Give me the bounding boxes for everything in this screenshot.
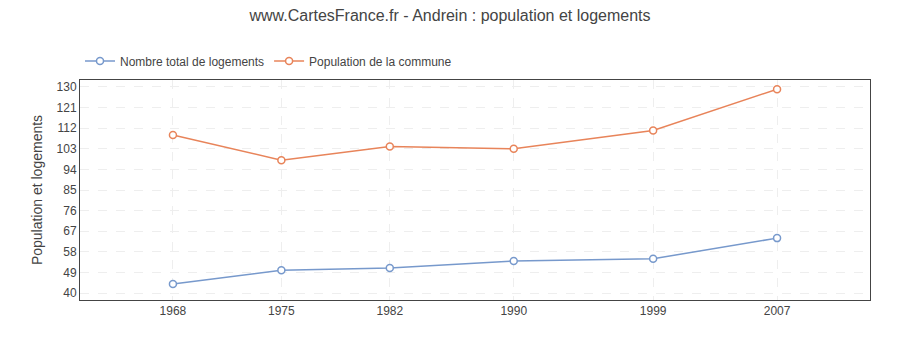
svg-text:121: 121 [57, 101, 77, 115]
svg-text:2007: 2007 [764, 304, 791, 318]
svg-text:67: 67 [63, 224, 77, 238]
svg-text:85: 85 [63, 183, 77, 197]
svg-text:1999: 1999 [640, 304, 667, 318]
svg-text:1982: 1982 [376, 304, 403, 318]
svg-text:Population et logements: Population et logements [29, 115, 45, 265]
svg-text:1968: 1968 [160, 304, 187, 318]
svg-text:1990: 1990 [500, 304, 527, 318]
svg-text:94: 94 [63, 163, 77, 177]
svg-text:www.CartesFrance.fr - Andrein: www.CartesFrance.fr - Andrein : populati… [248, 7, 650, 24]
svg-text:130: 130 [57, 80, 77, 94]
svg-text:49: 49 [63, 266, 77, 280]
svg-text:112: 112 [57, 121, 76, 135]
svg-text:76: 76 [63, 204, 77, 218]
svg-text:40: 40 [63, 286, 77, 300]
svg-text:103: 103 [57, 142, 77, 156]
svg-text:1975: 1975 [268, 304, 295, 318]
svg-text:Population de la commune: Population de la commune [309, 55, 451, 69]
svg-text:Nombre total de logements: Nombre total de logements [120, 55, 264, 69]
svg-text:58: 58 [63, 245, 77, 259]
